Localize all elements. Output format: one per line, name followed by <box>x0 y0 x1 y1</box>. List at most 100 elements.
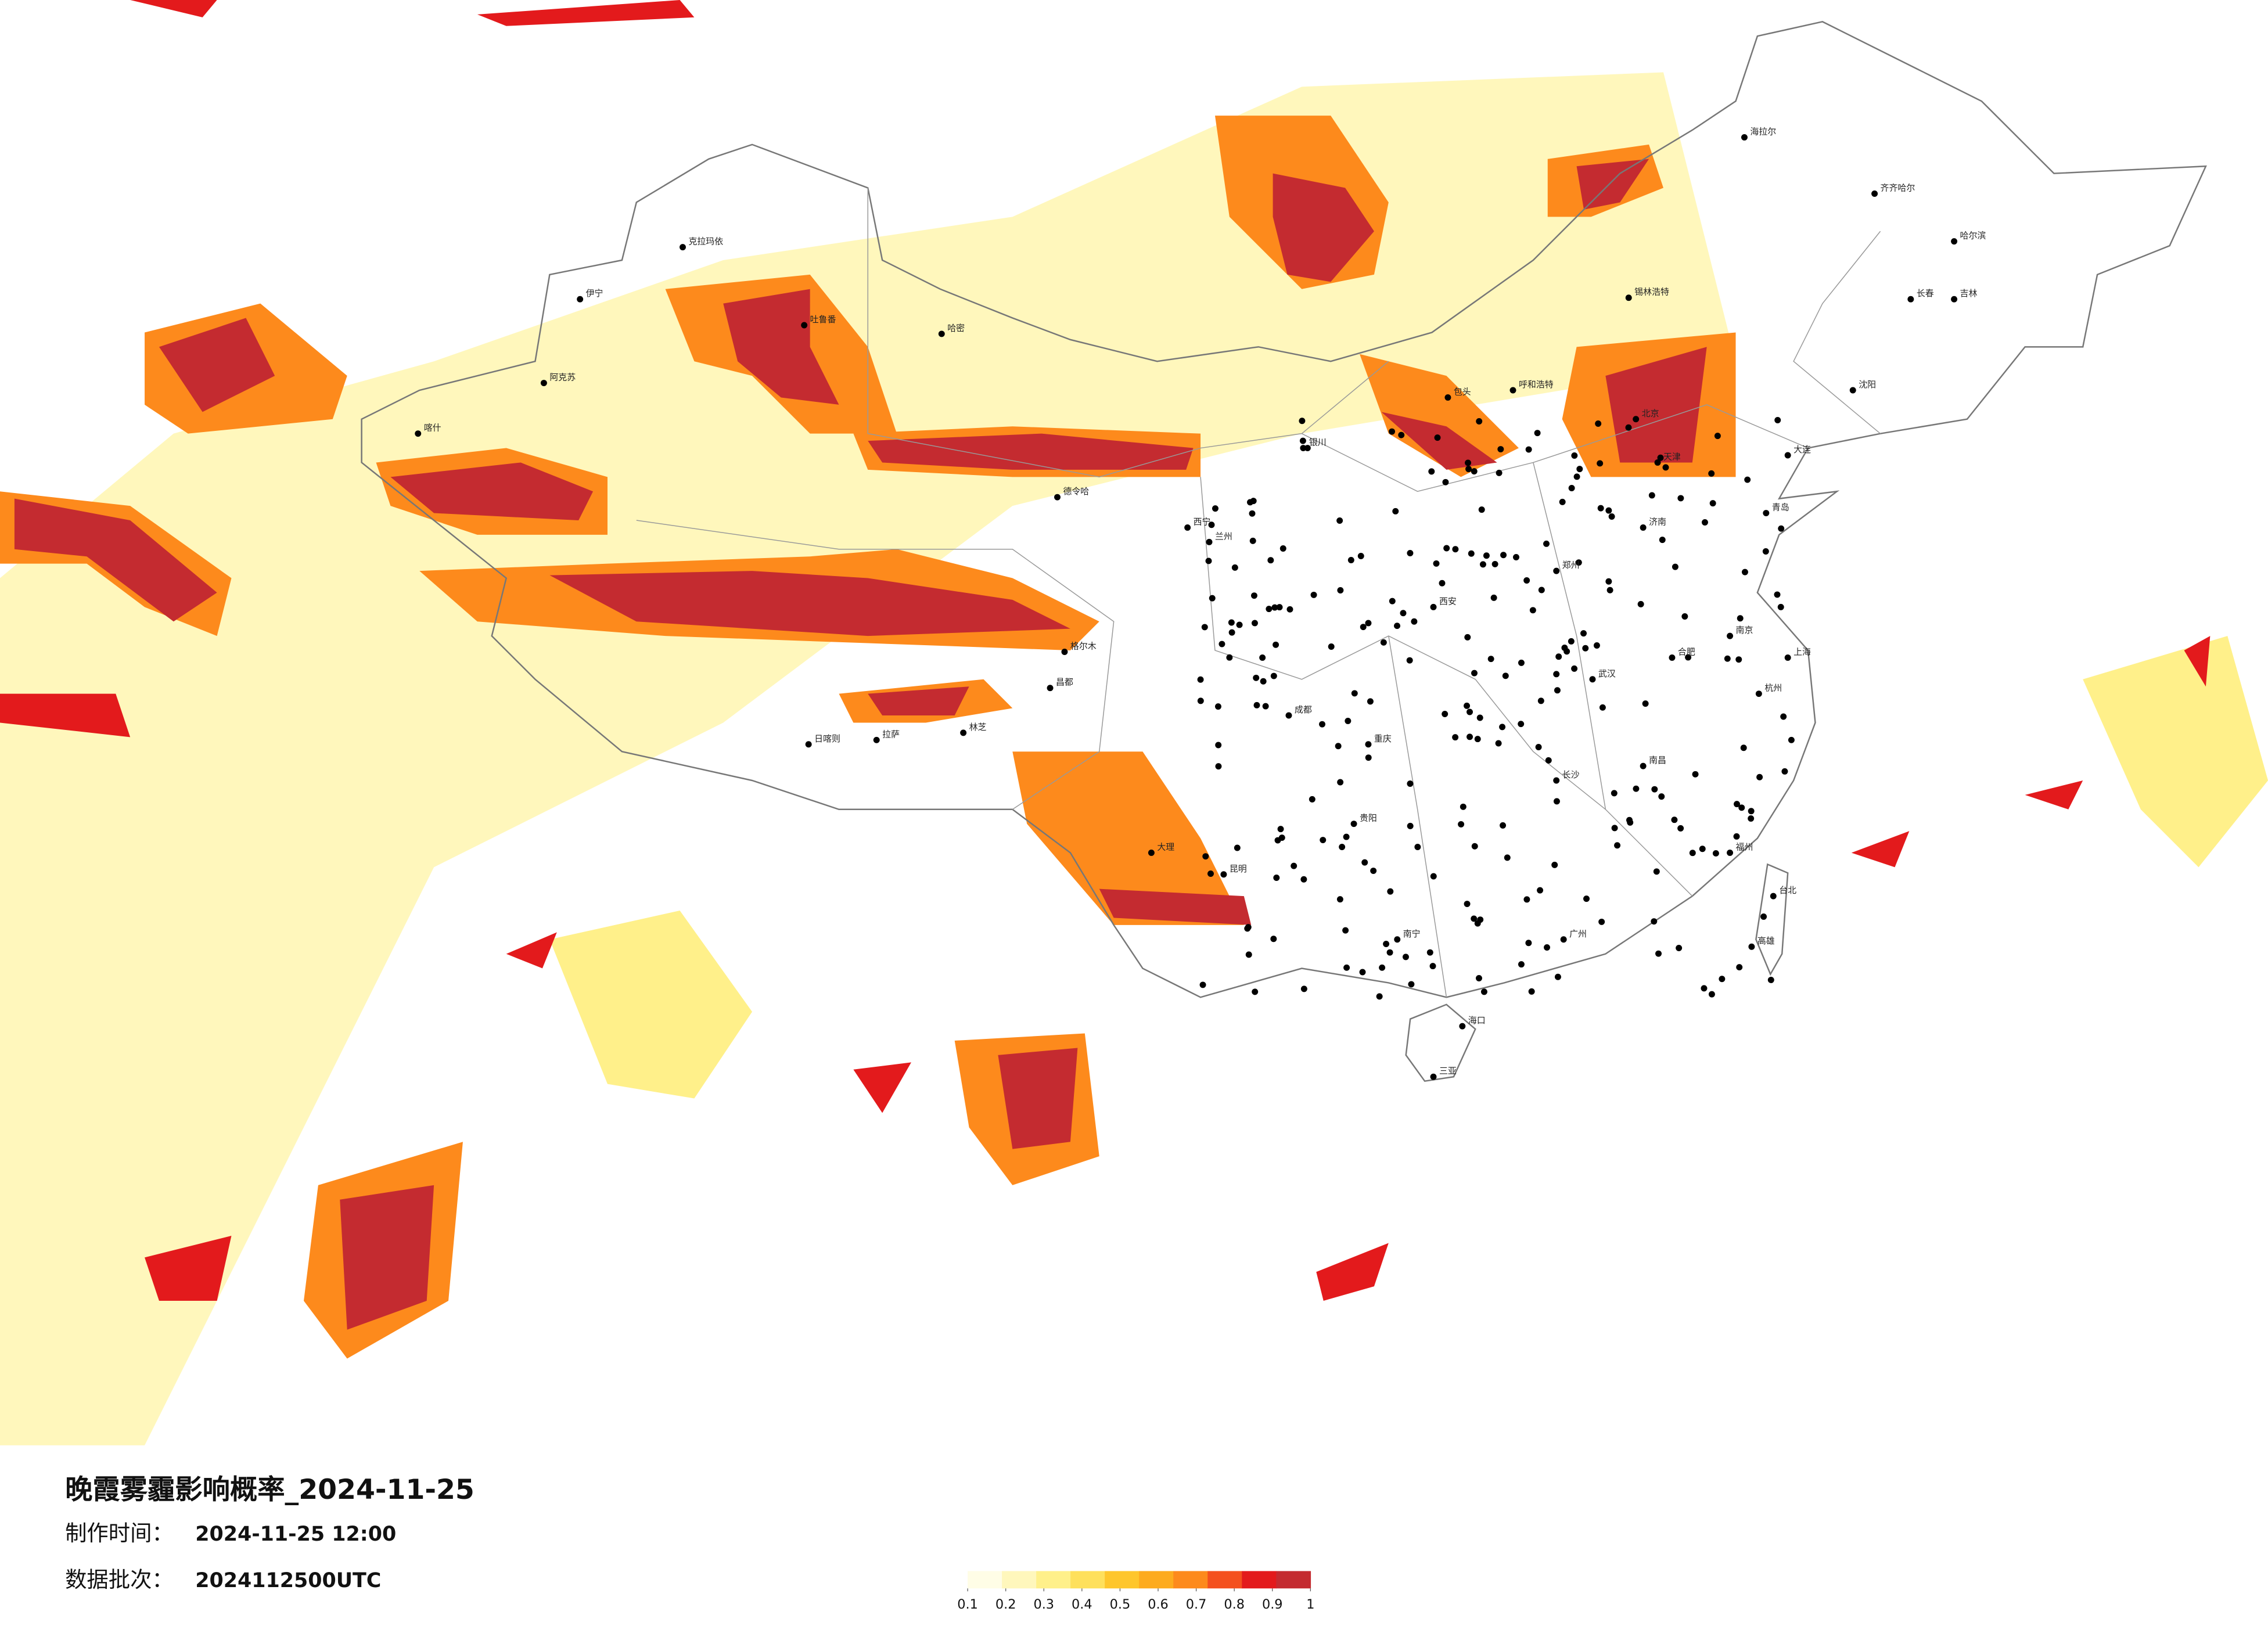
city-dot <box>1500 552 1507 559</box>
city-dot <box>1537 697 1544 704</box>
city-label: 德令哈 <box>1063 486 1089 497</box>
city-dot <box>1464 901 1471 908</box>
map-title: 晚霞雾霾影响概率_2024-11-25 <box>65 1474 475 1506</box>
city-dot <box>1599 704 1606 711</box>
city-dot <box>1709 500 1716 507</box>
colorbar: 0.1 0.2 0.3 0.4 0.5 0.6 0.7 0.8 0.9 1 <box>957 1571 1314 1612</box>
city-dot <box>1544 944 1550 951</box>
colorbar-tick-label: 0.4 <box>1072 1597 1092 1612</box>
city-dot <box>1719 976 1726 983</box>
city-label: 贵阳 <box>1360 813 1377 823</box>
city-dot <box>1452 546 1459 553</box>
field-patch <box>998 1048 1078 1149</box>
city-dot <box>1651 786 1658 793</box>
city-dot <box>1061 649 1068 655</box>
city-dot <box>1226 654 1233 661</box>
colorbar-swatch <box>968 1571 1002 1589</box>
city-dot <box>1054 494 1061 501</box>
city-dot <box>1347 556 1354 563</box>
city-dot <box>1429 963 1436 970</box>
field-patch <box>868 433 1194 470</box>
city-dot <box>1640 524 1647 531</box>
city-dot <box>1560 936 1567 943</box>
city-dot <box>1309 796 1315 803</box>
city-label: 阿克苏 <box>549 372 576 383</box>
city-dot <box>1553 671 1560 678</box>
city-dot <box>1476 714 1483 721</box>
city-dot <box>1767 976 1774 983</box>
field-patch <box>1851 831 1910 868</box>
colorbar-swatch <box>1276 1571 1311 1589</box>
city-dot <box>1480 988 1487 995</box>
city-dot <box>1414 844 1421 850</box>
city-dot <box>1659 537 1666 544</box>
city-dot <box>1359 969 1366 976</box>
city-dot <box>1201 624 1208 631</box>
city-dot <box>1467 733 1473 740</box>
city-dot <box>1320 837 1327 844</box>
city-dot <box>1202 853 1209 860</box>
city-dot <box>1336 517 1343 524</box>
city-dot <box>1907 296 1914 303</box>
city-label: 长沙 <box>1562 769 1580 780</box>
city-dot <box>1459 1023 1466 1030</box>
city-dot <box>415 430 422 437</box>
city-dot <box>540 380 547 387</box>
city-dot <box>1197 676 1204 683</box>
city-dot <box>1452 734 1459 741</box>
island-outline <box>1405 1003 1476 1082</box>
city-dot <box>1407 550 1414 556</box>
city-dot <box>1490 594 1497 601</box>
city-dot <box>1253 702 1260 708</box>
city-dot <box>1365 741 1372 748</box>
city-dot <box>1286 606 1293 613</box>
city-dot <box>1543 540 1550 547</box>
city-dot <box>1553 798 1560 805</box>
field-patch <box>1099 888 1252 925</box>
city-dot <box>1651 918 1658 925</box>
city-dot <box>1655 950 1662 957</box>
city-dot <box>1518 721 1525 728</box>
city-dot <box>1677 495 1684 502</box>
city-dot <box>1367 698 1374 705</box>
city-dot <box>1509 387 1516 394</box>
field-patch <box>1381 412 1497 470</box>
made-time: 2024-11-25 12:00 <box>195 1523 396 1546</box>
city-dot <box>1780 713 1787 720</box>
city-dot <box>1708 470 1715 477</box>
field-patch <box>1316 1243 1389 1301</box>
city-dot <box>1278 834 1285 841</box>
city-dot <box>1491 560 1498 567</box>
city-dot <box>1474 736 1481 743</box>
colorbar-tick-label: 0.8 <box>1224 1597 1245 1612</box>
city-dot <box>1537 887 1544 894</box>
colorbar-tick-label: 0.5 <box>1110 1597 1131 1612</box>
city-dot <box>1212 505 1219 512</box>
field-patch <box>0 72 1736 1445</box>
city-label: 伊宁 <box>586 288 603 298</box>
city-dot <box>1784 654 1791 661</box>
city-dot <box>1476 418 1483 425</box>
city-label: 合肥 <box>1678 646 1695 657</box>
city-dot <box>1279 545 1286 552</box>
city-dot <box>1781 768 1788 775</box>
city-dot <box>1654 459 1661 466</box>
city-dot <box>1339 844 1346 850</box>
city-dot <box>938 330 945 337</box>
field-patch <box>1605 347 1707 463</box>
city-dot <box>1625 294 1632 301</box>
city-dot <box>1259 654 1266 661</box>
city-label: 锡林浩特 <box>1634 287 1669 297</box>
city-dot <box>1291 862 1297 869</box>
city-dot <box>1672 563 1678 570</box>
city-dot <box>1724 655 1731 662</box>
city-dot <box>1376 993 1383 1000</box>
colorbar-tick-label: 0.1 <box>957 1597 978 1612</box>
city-dot <box>1611 790 1618 797</box>
city-label: 海口 <box>1468 1015 1486 1026</box>
city-dot <box>1197 697 1204 704</box>
city-label: 大连 <box>1793 444 1811 455</box>
city-label: 广州 <box>1569 929 1587 939</box>
field-patch <box>130 0 217 17</box>
